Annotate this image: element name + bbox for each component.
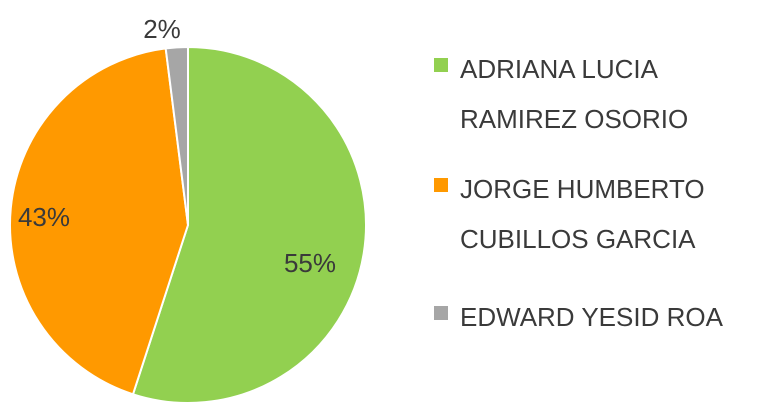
legend-label-jorge-humberto-cubillos-garcia-line-1: JORGE HUMBERTO	[460, 174, 705, 204]
legend-item-adriana-lucia-ramirez-osorio: ADRIANA LUCIA RAMIREZ OSORIO	[434, 54, 688, 134]
value-label-edward-yesid-roa: 2%	[143, 14, 181, 44]
legend-label-edward-yesid-roa-line-1: EDWARD YESID ROA	[460, 302, 724, 332]
legend-swatch-adriana-lucia-ramirez-osorio	[434, 58, 448, 72]
value-label-jorge-humberto-cubillos-garcia: 43%	[18, 202, 70, 232]
pie-slices	[9, 45, 367, 404]
legend: ADRIANA LUCIA RAMIREZ OSORIO JORGE HUMBERT…	[434, 54, 724, 332]
legend-label-adriana-lucia-ramirez-osorio-line-1: ADRIANA LUCIA	[460, 54, 659, 84]
legend-swatch-jorge-humberto-cubillos-garcia	[434, 178, 448, 192]
legend-item-edward-yesid-roa: EDWARD YESID ROA	[434, 302, 724, 332]
legend-label-adriana-lucia-ramirez-osorio-line-2: RAMIREZ OSORIO	[460, 104, 688, 134]
legend-swatch-edward-yesid-roa	[434, 306, 448, 320]
pie-slice-adriana-lucia-ramirez-osorio	[131, 45, 367, 404]
legend-label-jorge-humberto-cubillos-garcia-line-2: CUBILLOS GARCIA	[460, 224, 696, 254]
pie-slice-jorge-humberto-cubillos-garcia	[9, 47, 190, 396]
pie-slice-edward-yesid-roa	[164, 45, 189, 226]
value-label-adriana-lucia-ramirez-osorio: 55%	[284, 248, 336, 278]
pie-value-labels: 55% 43% 2%	[18, 14, 336, 278]
legend-item-jorge-humberto-cubillos-garcia: JORGE HUMBERTO CUBILLOS GARCIA	[434, 174, 705, 254]
